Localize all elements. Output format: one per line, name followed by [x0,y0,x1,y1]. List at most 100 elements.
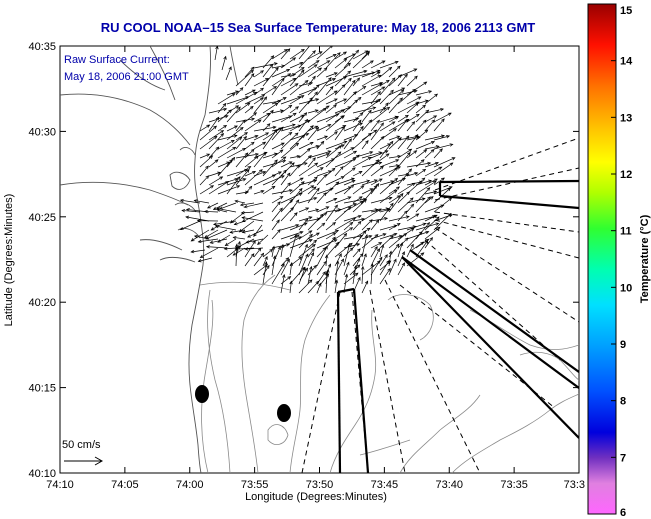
current-vector-head [389,250,393,255]
current-vector [208,181,229,195]
current-vector-head [385,153,390,157]
current-vector-head [396,223,401,227]
current-vector [334,280,338,294]
current-vector-head [277,99,282,104]
current-vector-head [325,105,330,109]
current-vector [214,46,218,61]
current-vector-head [242,147,247,152]
current-vector-head [327,124,332,128]
current-vector [298,244,316,258]
current-vector [271,263,285,285]
current-vector-head [427,161,432,166]
current-vector-head [237,176,241,180]
current-vector [316,222,325,231]
current-vector [379,260,390,276]
current-vector [361,110,372,123]
current-vector-head [280,142,285,146]
current-vector-head [250,69,254,74]
current-vector-head [367,156,372,161]
current-vector-head [239,126,244,131]
current-vector [253,97,264,105]
current-vector [325,181,340,195]
colorbar-tick-label: 10 [620,282,632,294]
current-vector [325,109,345,123]
current-vector-head [286,243,291,247]
current-vector-head [422,104,427,109]
current-vector [208,108,227,114]
current-vector-head [266,112,271,117]
current-vector [316,174,327,186]
current-vector [289,212,298,222]
current-vector-head [294,83,299,87]
current-vector-head [281,263,285,268]
current-vector-head [440,204,445,208]
current-vector [316,77,332,96]
current-vector-head [239,87,244,91]
current-vector [370,86,385,96]
current-vector [343,70,367,78]
current-vector-head [363,253,367,258]
current-vector-head [314,162,319,167]
current-vector-head [224,242,229,247]
current-vector-head [440,107,445,112]
current-vector [271,110,284,114]
current-vector [361,253,367,267]
current-vector-head [206,205,211,209]
current-vector [289,164,300,177]
current-vector [316,206,329,213]
current-vector-head [244,168,249,173]
current-vector-head [353,264,358,269]
current-vector-head [449,143,454,147]
current-vector [388,235,403,240]
current-vector [298,207,309,213]
current-vector [379,61,399,69]
current-vector [343,167,356,177]
current-vector-head [347,106,352,110]
current-vector [424,115,437,123]
current-vector-head [214,159,219,163]
current-vector [244,106,254,114]
current-vector-head [356,264,361,269]
current-vector-head [236,185,241,189]
current-vector-head [380,244,385,249]
current-vector-head [223,107,228,112]
current-vector [271,169,287,186]
current-vector [194,200,210,204]
current-vector [352,277,361,294]
current-vector [235,91,257,105]
current-vector-head [366,227,371,232]
current-vector [271,149,284,159]
current-vector [370,150,389,159]
current-vector [298,234,313,249]
current-vector [379,180,394,186]
current-vector-head [335,113,340,117]
current-vector-head [283,49,288,53]
current-vector [343,122,363,132]
current-vector-head [230,139,235,144]
current-vector [262,110,274,123]
current-vector [406,114,420,123]
current-vector-head [323,107,327,112]
current-vector [316,135,328,141]
current-vector [307,125,318,132]
current-vector [280,132,299,150]
current-vector-head [335,260,340,265]
current-vector [424,216,440,231]
current-vector [244,240,256,258]
current-vector-head [261,94,266,98]
current-vector-head [271,185,276,190]
current-vector-head [223,246,228,251]
current-vector-head [293,212,298,216]
current-vector [370,242,382,249]
current-vector [361,98,381,114]
current-vector [241,211,255,214]
current-vector [397,197,414,213]
current-vector [217,234,231,243]
current-vector-head [328,77,332,81]
current-vector-head [410,243,414,248]
current-vector [406,177,425,195]
current-vector [316,158,335,168]
colorbar [587,3,617,515]
current-vector [433,135,450,141]
current-vector-head [340,115,345,119]
